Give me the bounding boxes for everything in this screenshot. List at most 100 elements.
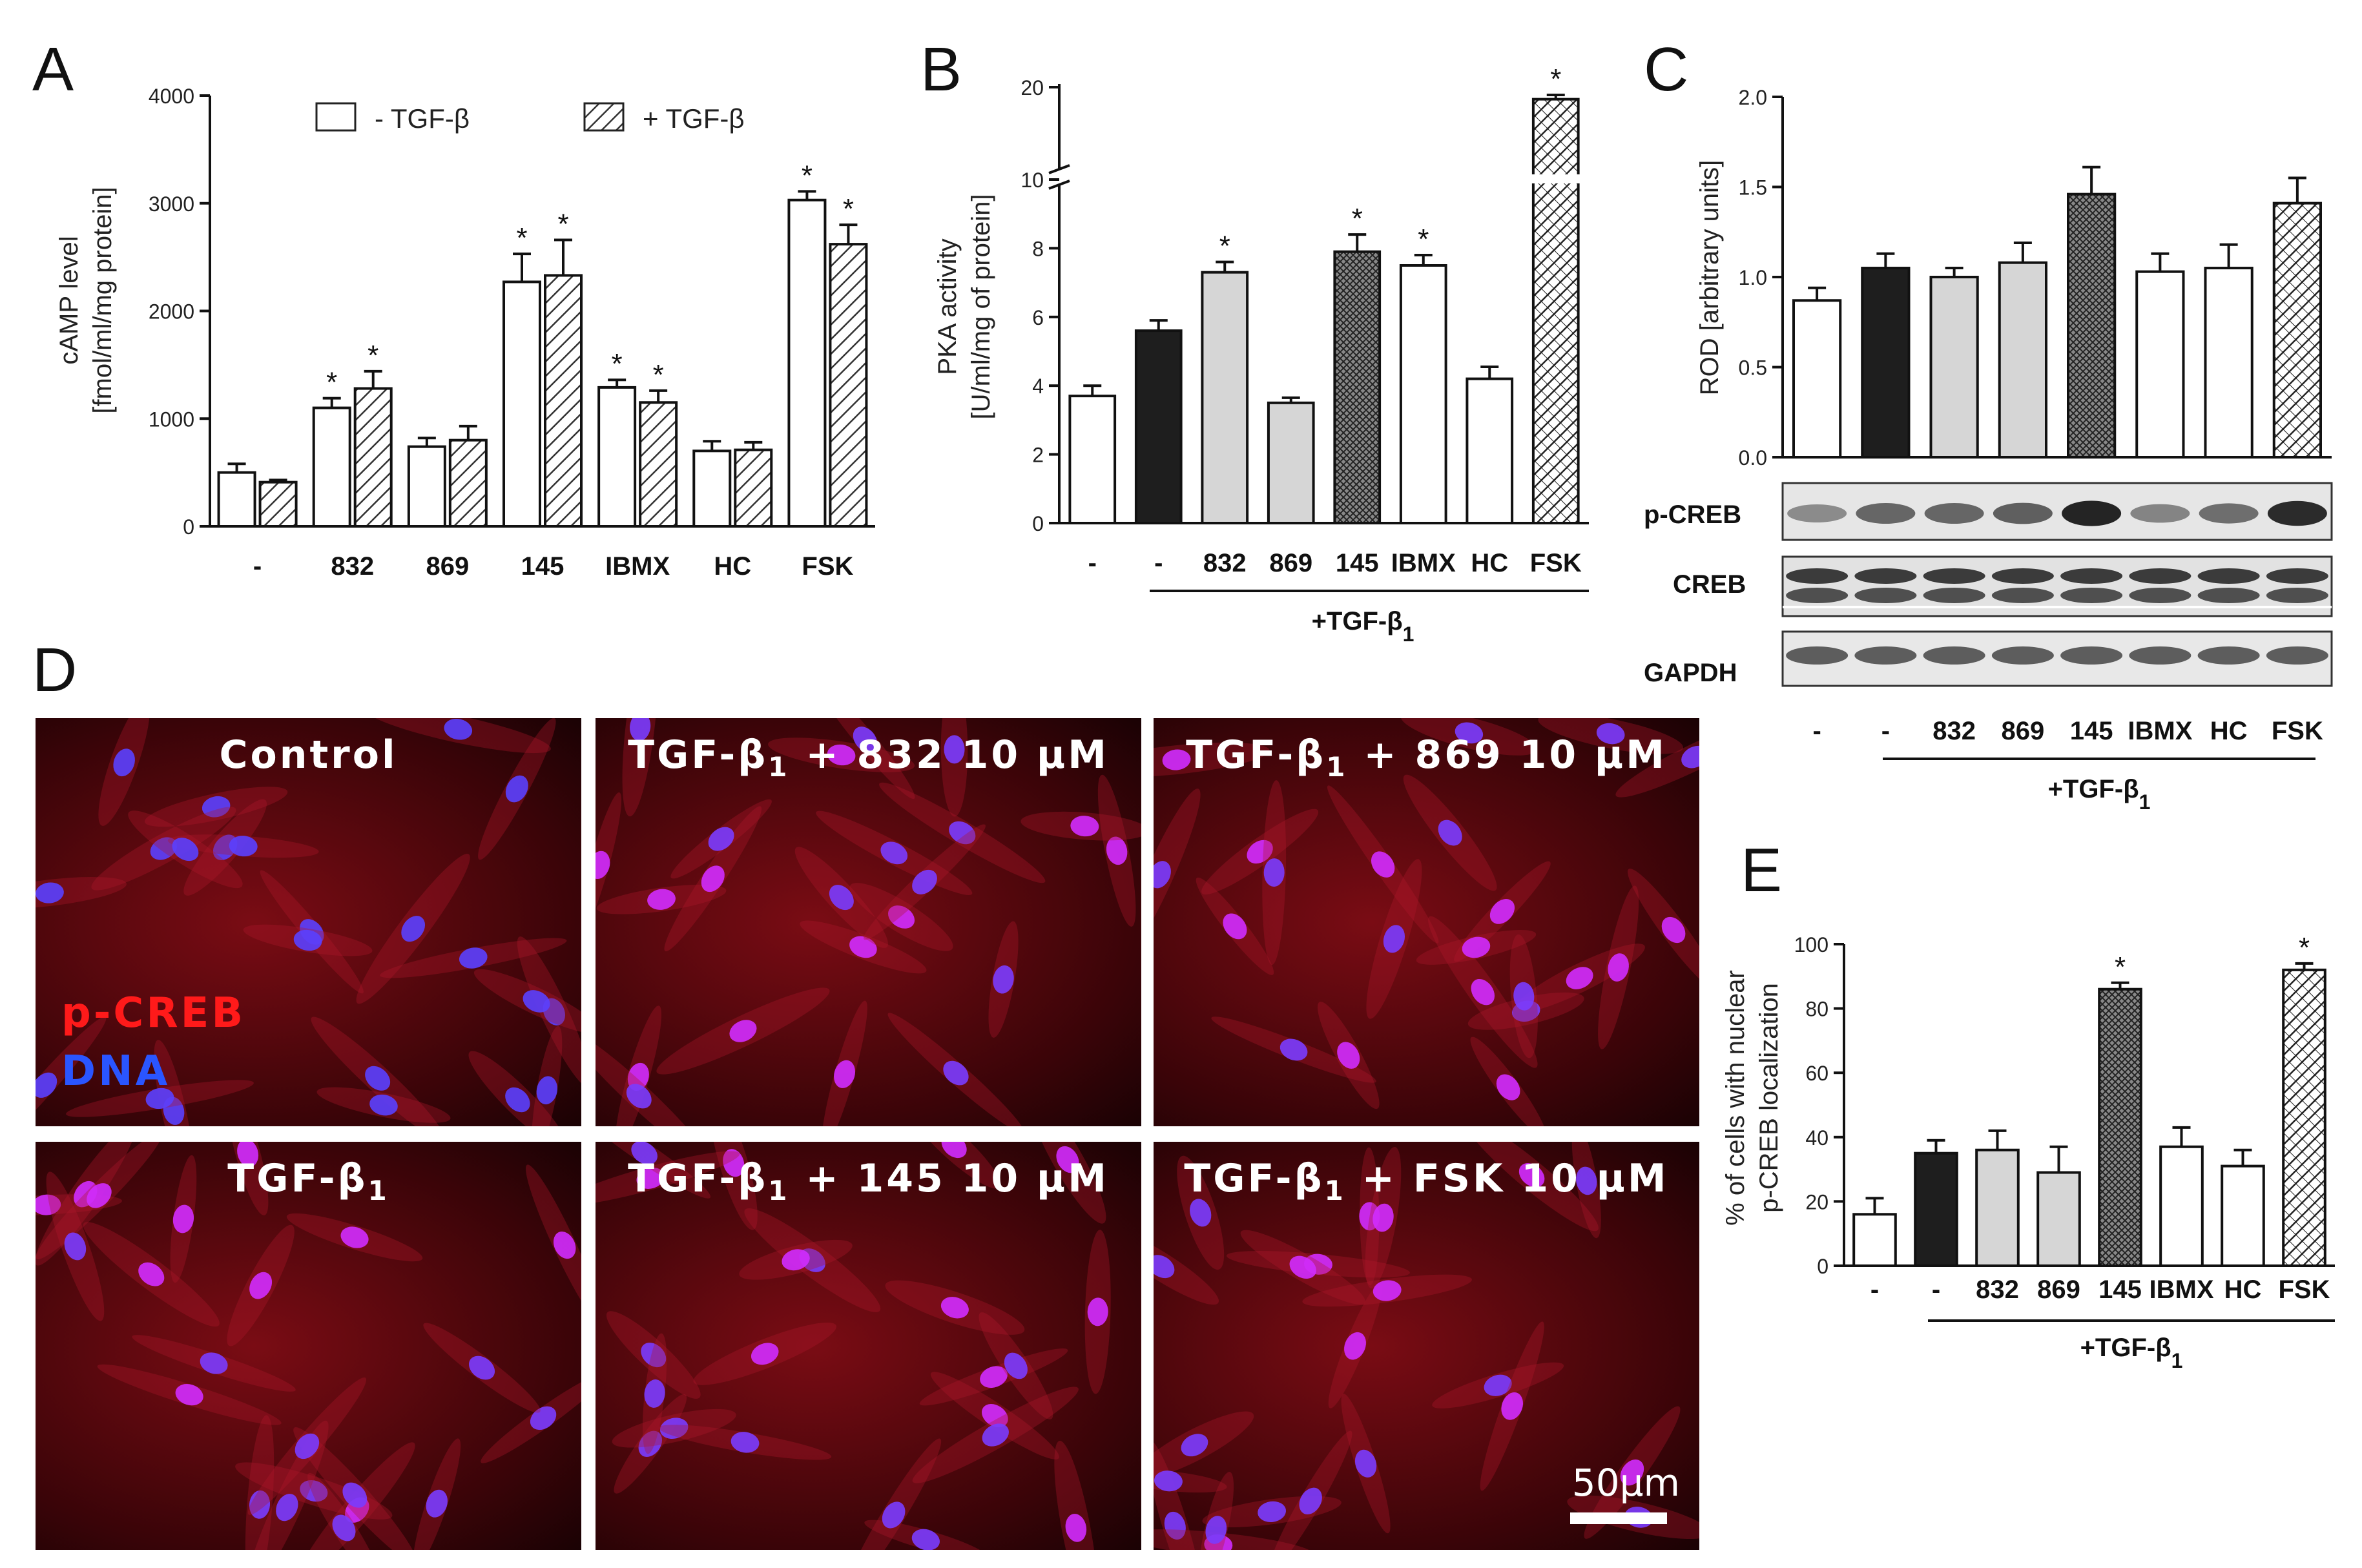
cell-layer: [596, 718, 1141, 1126]
panel-b-bar: [1531, 98, 1580, 524]
cell-nucleus: [200, 1352, 228, 1374]
y-tick-label: 0.0: [1739, 446, 1767, 469]
blot-band-creb-upper: [1991, 568, 2054, 584]
panel-b-ylabel2: [U/ml/mg of protein]: [967, 194, 995, 419]
category-label: 145: [521, 552, 565, 581]
legend-swatch-plus: [583, 102, 625, 132]
panel-b-tgf-label: +TGF-β1: [1312, 607, 1414, 646]
blot-band-pcreb: [2199, 503, 2259, 524]
panel-b-bar: [1466, 377, 1514, 524]
blot-label-pcreb: p-CREB: [1644, 500, 1741, 529]
blot-band-gapdh: [1854, 646, 1917, 665]
cell-nucleus: [943, 1060, 969, 1086]
cell-nucleus: [1263, 858, 1285, 887]
category-label: 832: [1976, 1275, 2019, 1304]
cell-nucleus: [944, 735, 965, 764]
blot-band-gapdh: [2197, 646, 2260, 665]
category-label: -: [1154, 549, 1163, 577]
cell-nucleus: [113, 748, 135, 777]
cell-nucleus: [505, 775, 528, 803]
blot-band-creb-lower: [2060, 588, 2123, 603]
panel-a-legend: - TGF-β + TGF-β: [315, 102, 745, 134]
panel-letter-d: D: [32, 635, 77, 705]
panel-a-bar: [544, 274, 583, 528]
blot-band-creb-lower: [2197, 588, 2260, 603]
micrograph-5: TGF-β1 + FSK 10 μM 50μm: [1154, 1142, 1699, 1550]
cell-nucleus: [1289, 1255, 1316, 1279]
category-label: HC: [714, 552, 751, 581]
category-label: 869: [426, 552, 469, 581]
panel-a-bar: [639, 401, 678, 528]
legend-label-plus: + TGF-β: [643, 103, 745, 134]
cell-nucleus: [627, 1062, 649, 1091]
panel-c-bar: [1929, 276, 1979, 459]
cell-nucleus: [365, 1066, 391, 1091]
y-tick-label: 2: [1032, 444, 1044, 467]
cell-nucleus: [1065, 1514, 1087, 1542]
panel-letter-c: C: [1644, 35, 1688, 104]
y-tick-label: 0.5: [1739, 356, 1767, 380]
panel-a-bar: [448, 438, 488, 528]
cell-nucleus: [36, 882, 64, 903]
panel-c-tgf-label: +TGF-β1: [2048, 775, 2151, 814]
cell-nucleus: [827, 744, 856, 766]
micrograph-label-main: TGF-β: [628, 732, 769, 778]
panel-letter-a: A: [32, 35, 74, 104]
blot-band-pcreb: [1787, 504, 1847, 522]
y-tick-label: 6: [1032, 306, 1044, 329]
y-tick-label: 3000: [149, 192, 194, 216]
blot-band-pcreb: [1924, 503, 1984, 524]
cell-nucleus: [1455, 722, 1484, 744]
category-label: 145: [2070, 717, 2113, 745]
cell-nucleus: [1087, 1297, 1108, 1326]
panel-c-bar: [1861, 267, 1911, 459]
panel-c-bar: [1998, 261, 2047, 459]
panel-a-bar: [217, 471, 256, 528]
cell-nucleus: [1620, 1459, 1644, 1486]
scale-bar-label: 50μm: [1571, 1461, 1680, 1505]
micrograph-label: TGF-β1: [36, 1156, 581, 1206]
category-label: 869: [2002, 717, 2045, 745]
micrograph-1: TGF-β1 + 832 10 μM: [596, 718, 1141, 1126]
cell-nucleus: [401, 916, 426, 942]
cell-nucleus: [536, 1076, 558, 1105]
cell-nucleus: [1373, 1280, 1402, 1301]
category-label: 869: [2037, 1275, 2080, 1304]
category-label: 145: [2098, 1275, 2142, 1304]
micrograph-label: TGF-β1 + 832 10 μM: [596, 732, 1141, 783]
category-label: IBMX: [1391, 549, 1456, 577]
cell-nucleus: [912, 869, 937, 894]
blot-label-creb: CREB: [1673, 570, 1746, 599]
cell-nucleus: [723, 1149, 745, 1177]
panel-a-bar: [597, 386, 637, 528]
panel-e-bar: [2159, 1145, 2204, 1267]
micrograph-label-main: Control: [219, 732, 398, 778]
cell-nucleus: [36, 1072, 57, 1098]
category-label: IBMX: [605, 552, 670, 581]
cell-nucleus: [626, 1084, 652, 1109]
cell-nucleus: [659, 1418, 689, 1439]
scale-bar: [1570, 1512, 1667, 1524]
cell-nucleus: [295, 1433, 320, 1460]
cell-nucleus: [949, 821, 976, 845]
category-label: FSK: [2279, 1275, 2330, 1304]
cell-nucleus: [1513, 982, 1535, 1011]
significance-star: *: [1352, 203, 1363, 234]
micrograph-4: TGF-β1 + 145 10 μM: [596, 1142, 1141, 1550]
significance-star: *: [802, 160, 813, 191]
cell-nucleus: [701, 865, 725, 892]
y-tick-label: 2.0: [1739, 86, 1767, 109]
y-tick-label: 20: [1020, 76, 1044, 99]
panel-e-tgf-label: +TGF-β1: [2080, 1334, 2183, 1372]
panel-e-bar: [2036, 1171, 2081, 1267]
cell-nucleus: [237, 1142, 259, 1168]
cell-nucleus: [1299, 1487, 1322, 1514]
y-tick-label: 8: [1032, 237, 1044, 260]
panel-c-bar: [1792, 299, 1842, 459]
cell-nucleus: [1181, 1434, 1208, 1457]
cell-layer: [596, 1142, 1111, 1550]
significance-star: *: [516, 222, 527, 254]
cell-nucleus: [1344, 1332, 1366, 1360]
category-label: HC: [2210, 717, 2248, 745]
micrograph-label-sub: 1: [768, 751, 790, 783]
